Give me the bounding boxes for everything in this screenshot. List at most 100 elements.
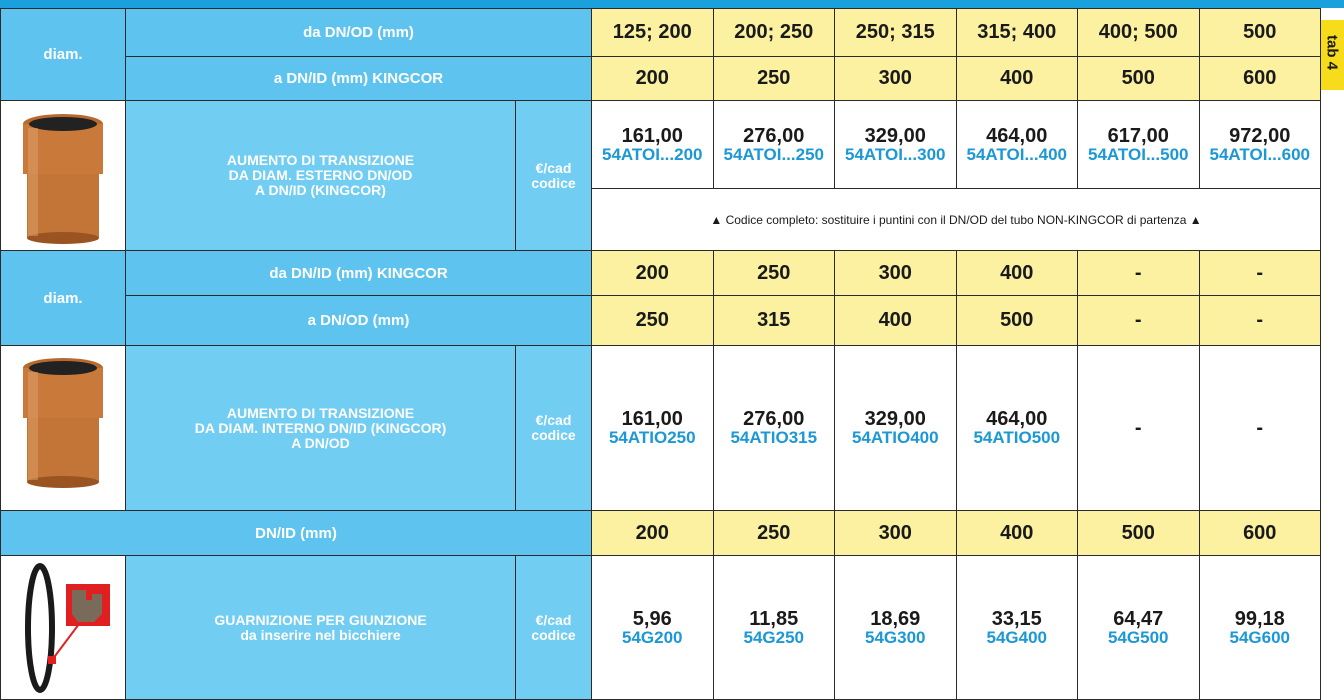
row-label: DN/ID (mm) [0,510,592,556]
row-label: a DN/OD (mm) [125,295,592,346]
code: 54ATOI...200 [602,146,702,164]
code: 54ATIO400 [852,429,939,447]
price: 464,00 [986,409,1047,429]
page: tab 4 (() => { const data = JSON.parse(d… [0,0,1344,700]
value-cell: 300 [834,250,957,296]
value-cell: 500 [1077,56,1200,101]
price: 276,00 [743,126,804,146]
value-cell: 300 [834,56,957,101]
value-cell: 250 [713,510,836,556]
value-cell: 600 [1199,56,1322,101]
price: 18,69 [870,609,920,629]
value-cell: - [1199,250,1322,296]
value-cell: 315; 400 [956,8,1079,57]
value-cell: - [1077,295,1200,346]
name-line: A DN/OD [291,436,350,451]
price: 5,96 [633,609,672,629]
code-label: codice [531,428,575,443]
price: 33,15 [992,609,1042,629]
code: 54ATOI...400 [967,146,1067,164]
empty-cell: - [1199,345,1322,511]
code: 54ATIO250 [609,429,696,447]
price: 161,00 [622,409,683,429]
row-label: da DN/OD (mm) [125,8,592,57]
top-bar [0,0,1344,8]
value-cell: 200; 250 [713,8,836,57]
name-line: AUMENTO DI TRANSIZIONE [227,153,414,168]
code-label: codice [531,176,575,191]
unit: €/cad [536,413,572,428]
price: 161,00 [622,126,683,146]
value-cell: 300 [834,510,957,556]
value-cell: 200 [591,250,714,296]
code: 54ATIO500 [973,429,1060,447]
row-label: da DN/ID (mm) KINGCOR [125,250,592,296]
name-line: DA DIAM. ESTERNO DN/OD [229,168,413,183]
name-line: AUMENTO DI TRANSIZIONE [227,406,414,421]
value-cell: 500 [1199,8,1322,57]
row-label: a DN/ID (mm) KINGCOR [125,56,592,101]
value-cell: 200 [591,510,714,556]
price: 972,00 [1229,126,1290,146]
value-cell: 250 [713,250,836,296]
value-cell: 500 [1077,510,1200,556]
fitting-image [14,108,112,244]
price: 99,18 [1235,609,1285,629]
tab: tab 4 [1320,20,1344,90]
code: 54ATIO315 [730,429,817,447]
value-cell: 400 [834,295,957,346]
diam-cell: diam. [0,8,126,101]
price: 11,85 [749,609,798,629]
note: ▲ Codice completo: sostituire i puntini … [591,188,1321,251]
value-cell: 250 [591,295,714,346]
unit: €/cad [536,161,572,176]
code: 54G200 [622,629,683,647]
value-cell: - [1077,250,1200,296]
value-cell: 500 [956,295,1079,346]
name-line: da inserire nel bicchiere [240,628,400,643]
price: 64,47 [1113,609,1163,629]
value-cell: 400 [956,250,1079,296]
value-cell: 400; 500 [1077,8,1200,57]
code: 54ATOI...600 [1210,146,1310,164]
value-cell: - [1199,295,1322,346]
name-line: GUARNIZIONE PER GIUNZIONE [214,613,426,628]
value-cell: 315 [713,295,836,346]
code: 54ATOI...500 [1088,146,1188,164]
code: 54G500 [1108,629,1169,647]
name-line: DA DIAM. INTERNO DN/ID (KINGCOR) [195,421,446,436]
value-cell: 400 [956,56,1079,101]
code: 54G600 [1230,629,1291,647]
value-cell: 250 [713,56,836,101]
value-cell: 400 [956,510,1079,556]
price: 617,00 [1108,126,1169,146]
code: 54G400 [987,629,1048,647]
diam-cell: diam. [0,250,126,346]
tab-label: tab 4 [1324,21,1341,85]
value-cell: 200 [591,56,714,101]
fitting-image [14,352,112,488]
price: 329,00 [865,409,926,429]
code: 54ATOI...250 [724,146,824,164]
name-line: A DN/ID (KINGCOR) [255,183,386,198]
value-cell: 250; 315 [834,8,957,57]
